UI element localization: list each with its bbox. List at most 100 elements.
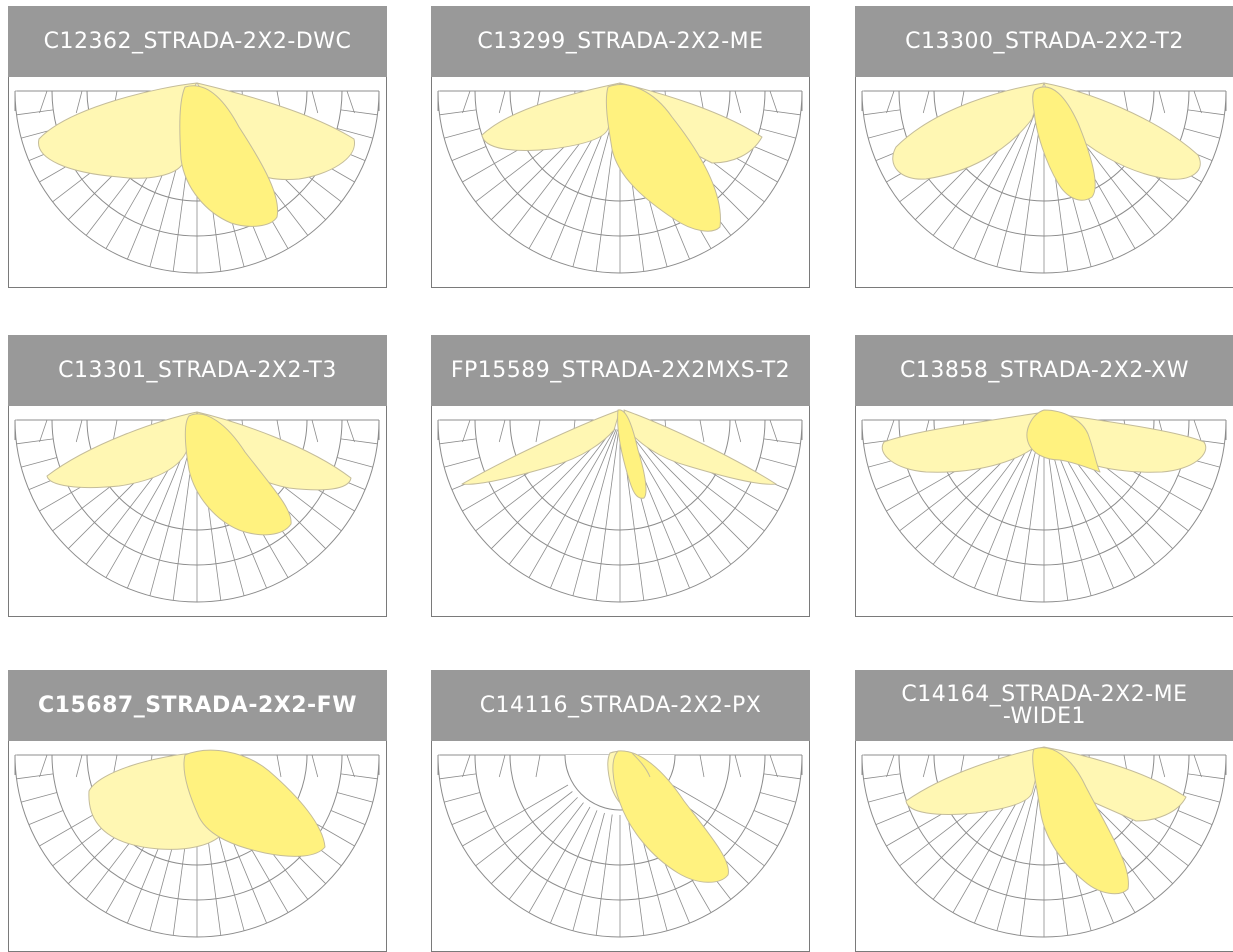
wide-lobe bbox=[623, 409, 777, 485]
grid-spoke bbox=[451, 146, 487, 161]
photometric-card: C15687_STRADA-2X2-FW bbox=[8, 670, 387, 952]
card-title: C12362_STRADA-2X2-DWC bbox=[8, 6, 387, 77]
main-lobe bbox=[184, 413, 292, 536]
grid-spoke bbox=[595, 429, 620, 601]
grid-spoke bbox=[763, 109, 801, 116]
photometric-card: FP15589_STRADA-2X2MXS-T2 bbox=[431, 335, 810, 617]
grid-spoke bbox=[875, 475, 911, 490]
grid-spoke bbox=[1183, 792, 1220, 803]
polar-diagram bbox=[861, 409, 1227, 603]
grid-tick bbox=[462, 90, 471, 114]
wide-lobe bbox=[481, 82, 621, 151]
grid-spoke bbox=[595, 814, 613, 936]
wide-lobe bbox=[892, 82, 1045, 180]
grid-spoke bbox=[868, 792, 905, 803]
grid-spoke bbox=[759, 457, 796, 468]
grid-tick bbox=[276, 419, 282, 443]
grid-spoke bbox=[627, 814, 645, 936]
grid-spoke bbox=[439, 438, 477, 445]
grid-spoke bbox=[974, 100, 1041, 260]
grid-tick bbox=[39, 754, 48, 778]
wide-lobe bbox=[905, 746, 1045, 815]
grid-spoke bbox=[444, 792, 481, 803]
grid-spoke bbox=[1177, 475, 1213, 490]
grid-spoke bbox=[1187, 109, 1225, 116]
photometric-card: C13858_STRADA-2X2-XW bbox=[855, 335, 1233, 617]
grid-spoke bbox=[625, 427, 732, 565]
grid-spoke bbox=[763, 773, 801, 780]
grid-spoke bbox=[671, 784, 778, 847]
grid-tick bbox=[769, 90, 778, 114]
card-title: C13300_STRADA-2X2-T2 bbox=[855, 6, 1233, 77]
main-lobe bbox=[605, 84, 721, 232]
grid-spoke bbox=[340, 773, 378, 780]
photometric-card: C14116_STRADA-2X2-PX bbox=[431, 670, 810, 952]
polar-diagram bbox=[437, 82, 803, 274]
main-lobe bbox=[183, 749, 326, 857]
main-lobe bbox=[1032, 747, 1129, 895]
wide-lobe bbox=[881, 411, 1045, 473]
grid-spoke bbox=[21, 792, 58, 803]
grid-tick bbox=[922, 754, 930, 778]
photometric-card: C13301_STRADA-2X2-T3 bbox=[8, 335, 387, 617]
grid-tick bbox=[1193, 754, 1202, 778]
grid-spoke bbox=[759, 128, 796, 139]
grid-spoke bbox=[572, 429, 618, 596]
grid-tick bbox=[1158, 754, 1166, 778]
main-lobe bbox=[1032, 86, 1096, 201]
photometric-card: C14164_STRADA-2X2-ME -WIDE1 bbox=[855, 670, 1233, 952]
polar-diagram bbox=[437, 750, 803, 938]
grid-spoke bbox=[508, 802, 584, 900]
grid-tick bbox=[886, 419, 895, 443]
grid-spoke bbox=[16, 773, 54, 780]
grid-tick bbox=[498, 419, 506, 443]
polar-diagram bbox=[14, 82, 380, 274]
grid-spoke bbox=[451, 810, 487, 825]
grid-spoke bbox=[572, 812, 605, 931]
grid-tick bbox=[39, 90, 48, 114]
grid-tick bbox=[1158, 90, 1166, 114]
grid-spoke bbox=[508, 427, 615, 565]
grid-spoke bbox=[759, 792, 796, 803]
photometric-card: C13299_STRADA-2X2-ME bbox=[431, 6, 810, 288]
grid-tick bbox=[699, 754, 705, 778]
main-lobe bbox=[612, 750, 729, 883]
grid-tick bbox=[276, 754, 282, 778]
grid-tick bbox=[922, 90, 930, 114]
grid-tick bbox=[346, 754, 355, 778]
grid-spoke bbox=[1019, 429, 1044, 601]
grid-tick bbox=[1123, 90, 1129, 114]
grid-spoke bbox=[868, 128, 905, 139]
grid-spoke bbox=[340, 438, 378, 445]
card-title: C15687_STRADA-2X2-FW bbox=[8, 670, 387, 741]
card-title: C13301_STRADA-2X2-T3 bbox=[8, 335, 387, 406]
grid-tick bbox=[311, 90, 319, 114]
grid-tick bbox=[75, 90, 83, 114]
grid-spoke bbox=[763, 438, 801, 445]
grid-tick bbox=[734, 754, 742, 778]
polar-diagram bbox=[861, 82, 1227, 274]
grid-spoke bbox=[863, 109, 901, 116]
grid-spoke bbox=[21, 457, 58, 468]
polar-diagram bbox=[861, 746, 1227, 938]
grid-spoke bbox=[550, 810, 598, 924]
grid-spoke bbox=[330, 810, 366, 825]
wide-lobe bbox=[46, 411, 198, 489]
grid-spoke bbox=[1187, 773, 1225, 780]
wide-lobe bbox=[1043, 746, 1187, 822]
grid-tick bbox=[498, 754, 506, 778]
grid-tick bbox=[769, 419, 778, 443]
grid-tick bbox=[886, 754, 895, 778]
grid-spoke bbox=[340, 109, 378, 116]
grid-spoke bbox=[475, 791, 573, 867]
polar-diagram bbox=[14, 749, 380, 938]
polar-grid bbox=[437, 419, 803, 603]
card-title: FP15589_STRADA-2X2MXS-T2 bbox=[431, 335, 810, 406]
grid-spoke bbox=[528, 806, 591, 913]
grid-spoke bbox=[863, 773, 901, 780]
grid-tick bbox=[462, 419, 471, 443]
card-title: C14164_STRADA-2X2-ME -WIDE1 bbox=[855, 670, 1233, 741]
photometric-card: C13300_STRADA-2X2-T2 bbox=[855, 6, 1233, 288]
grid-tick bbox=[462, 754, 471, 778]
grid-tick bbox=[112, 419, 118, 443]
